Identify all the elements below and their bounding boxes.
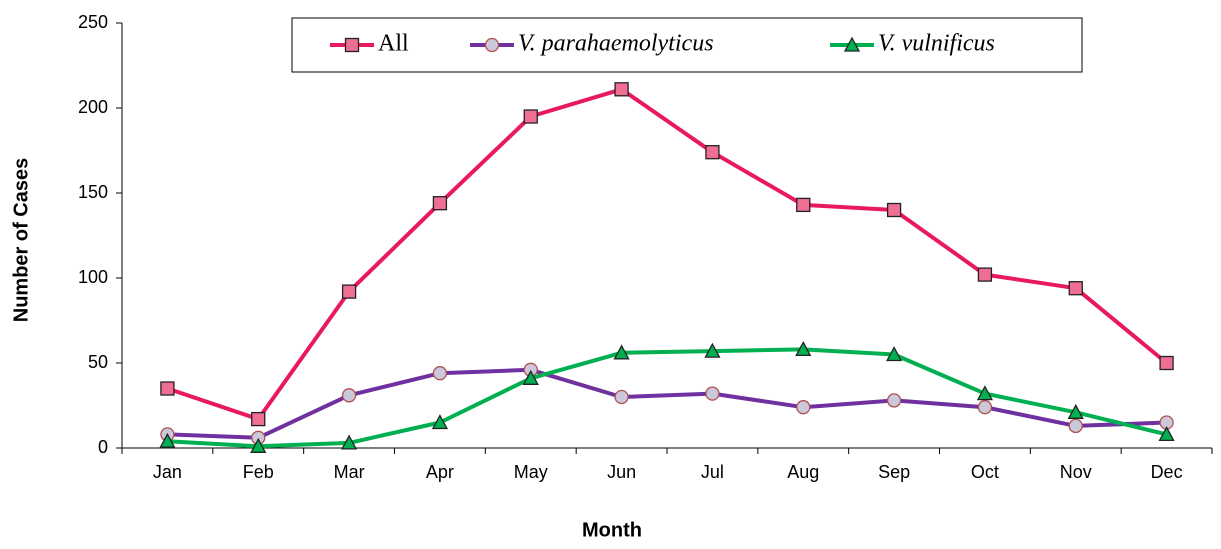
x-tick-label: Jun — [607, 462, 636, 482]
legend-label: V. parahaemolyticus — [518, 31, 714, 57]
marker — [250, 437, 267, 453]
x-tick-label: Mar — [334, 462, 365, 482]
marker — [977, 400, 993, 415]
marker — [613, 344, 630, 360]
marker — [795, 341, 812, 357]
y-tick-label: 200 — [78, 97, 108, 117]
marker — [1068, 418, 1083, 434]
marker — [796, 400, 811, 415]
marker — [251, 411, 266, 427]
marker — [704, 342, 721, 358]
marker — [614, 389, 629, 405]
series-line — [167, 347, 1168, 449]
series-line — [167, 367, 1167, 440]
marker — [341, 388, 357, 403]
marker — [159, 432, 176, 448]
marker — [885, 346, 903, 362]
x-axis-label: Month — [582, 519, 642, 541]
marker — [886, 393, 902, 408]
marker — [432, 196, 448, 211]
x-tick-label: Jul — [701, 462, 724, 482]
marker — [705, 145, 720, 160]
x-tick-label: Nov — [1060, 462, 1092, 482]
x-tick-label: Oct — [971, 462, 999, 482]
marker — [431, 414, 449, 430]
legend-label: All — [378, 31, 409, 57]
marker — [614, 82, 629, 97]
legend-marker — [344, 37, 360, 53]
legend-marker — [843, 36, 861, 52]
legend-label: V. vulnificus — [878, 31, 995, 57]
x-tick-label: Apr — [426, 462, 454, 482]
marker — [160, 381, 175, 396]
y-tick-label: 150 — [78, 182, 108, 202]
marker — [1159, 355, 1174, 371]
y-tick-label: 50 — [88, 352, 108, 372]
marker — [1068, 281, 1083, 296]
marker — [340, 434, 358, 450]
x-tick-label: Sep — [878, 462, 910, 482]
marker — [705, 386, 720, 401]
y-tick-label: 250 — [78, 12, 108, 32]
x-tick-label: Aug — [787, 462, 819, 482]
x-tick-label: May — [514, 462, 548, 482]
series-line — [166, 87, 1168, 422]
marker — [522, 369, 539, 385]
x-tick-label: Feb — [243, 462, 274, 482]
marker — [796, 197, 811, 213]
marker — [432, 366, 448, 381]
marker — [1158, 426, 1175, 442]
marker — [341, 284, 357, 299]
marker — [977, 267, 993, 282]
marker — [976, 385, 994, 401]
marker — [523, 109, 538, 124]
legend-marker — [484, 37, 500, 53]
y-tick-label: 100 — [78, 267, 108, 287]
marker — [886, 202, 902, 218]
y-axis-label: Number of Cases — [10, 158, 32, 323]
y-tick-label: 0 — [98, 437, 108, 457]
legend-box — [291, 17, 1083, 73]
marker — [1067, 403, 1084, 419]
x-tick-label: Dec — [1151, 462, 1183, 482]
x-tick-label: Jan — [153, 462, 182, 482]
